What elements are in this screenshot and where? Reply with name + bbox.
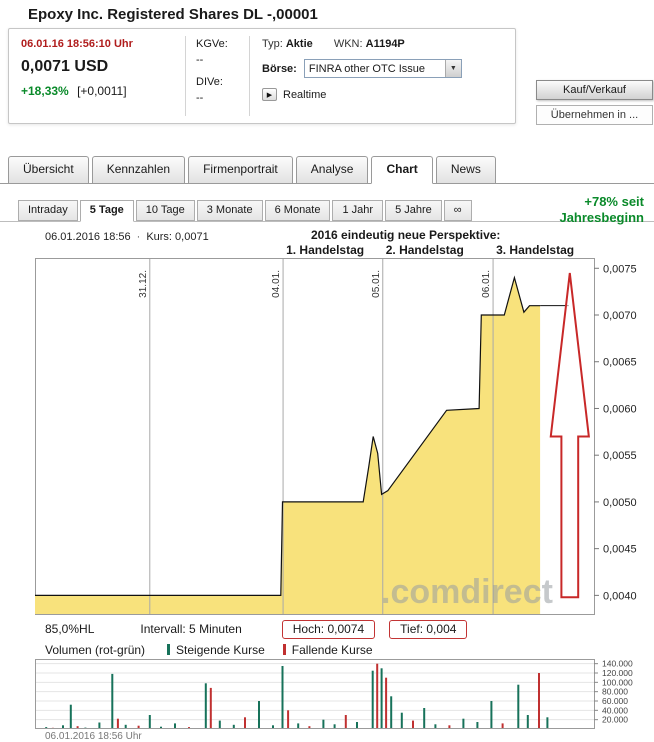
interval-label: Intervall: 5 Minuten <box>140 622 241 636</box>
annotation-headline: 2016 eindeutig neue Perspektive: <box>311 228 500 242</box>
quote-details-column: Typ: Aktie WKN: A1194P Börse: FINRA othe… <box>249 36 515 116</box>
range-tab-5-tage[interactable]: 5 Tage <box>80 200 134 222</box>
chart-cursor-datetime: 06.01.2016 18:56 <box>45 231 131 243</box>
volume-chart-svg: 20.00040.00060.00080.000100.000120.00014… <box>35 659 653 729</box>
svg-text:0,0045: 0,0045 <box>603 544 637 556</box>
dive-label: DIVe: <box>196 76 243 88</box>
svg-text:0,0075: 0,0075 <box>603 263 637 275</box>
chart-cursor-kurs: Kurs: 0,0071 <box>146 231 208 243</box>
typ-wkn-row: Typ: Aktie WKN: A1194P <box>262 38 509 50</box>
quote-box: 06.01.16 18:56:10 Uhr 0,0071 USD +18,33%… <box>8 28 516 124</box>
handelstag-label-3: 3. Handelstag <box>496 243 574 257</box>
kgve-label: KGVe: <box>196 38 243 50</box>
range-tab-3-monate[interactable]: 3 Monate <box>197 200 263 221</box>
range-tab-5-jahre[interactable]: 5 Jahre <box>385 200 442 221</box>
svg-text:60.000: 60.000 <box>602 696 628 706</box>
svg-text:120.000: 120.000 <box>602 668 633 678</box>
svg-text:40.000: 40.000 <box>602 705 628 715</box>
rising-volume-icon <box>167 644 170 655</box>
tab-chart[interactable]: Chart <box>371 156 432 184</box>
uebernehmen-button[interactable]: Übernehmen in ... <box>536 105 653 125</box>
dive-value: -- <box>196 92 243 104</box>
svg-text:0,0060: 0,0060 <box>603 403 637 415</box>
handelstag-row: 1. Handelstag 2. Handelstag 3. Handelsta… <box>8 243 652 258</box>
page-title: Epoxy Inc. Registered Shares DL -,00001 <box>0 0 654 24</box>
quote-header: 06.01.16 18:56:10 Uhr 0,0071 USD +18,33%… <box>0 24 654 126</box>
tab-firmenportrait[interactable]: Firmenportrait <box>188 156 293 183</box>
range-tab-1-jahr[interactable]: 1 Jahr <box>332 200 383 221</box>
chart-cursor-info: 06.01.2016 18:56·Kurs: 0,0071 <box>45 231 209 243</box>
price-chart: 31.12. 04.01. 05.01. 06.01. .comdirect 0,0040… <box>35 258 653 615</box>
chart-annotation-row: 06.01.2016 18:56·Kurs: 0,0071 2016 einde… <box>8 228 652 243</box>
wkn-label: WKN: <box>334 38 363 50</box>
tief-badge: Tief: 0,004 <box>389 620 467 639</box>
tab-kennzahlen[interactable]: Kennzahlen <box>92 156 185 183</box>
boerse-label: Börse: <box>262 63 297 75</box>
svg-text:80.000: 80.000 <box>602 687 628 697</box>
svg-text:0,0055: 0,0055 <box>603 450 637 462</box>
kauf-verkauf-button[interactable]: Kauf/Verkauf <box>536 80 653 100</box>
ytd-line1: +78% seit <box>559 194 644 210</box>
volume-legend: Volumen (rot-grün) Steigende Kurse Falle… <box>45 643 652 656</box>
chart-stats-bar: 85,0%HL Intervall: 5 Minuten Hoch: 0,007… <box>45 619 652 639</box>
rising-volume-label: Steigende Kurse <box>176 643 265 657</box>
range-tab-intraday[interactable]: Intraday <box>18 200 78 221</box>
svg-text:05.01.: 05.01. <box>371 270 382 298</box>
quote-ratios-column: KGVe: -- DIVe: -- <box>185 36 249 116</box>
svg-text:0,0070: 0,0070 <box>603 310 637 322</box>
realtime-label: Realtime <box>283 89 326 101</box>
svg-text:31.12.: 31.12. <box>138 270 149 298</box>
hl-percent: 85,0%HL <box>45 622 94 636</box>
kgve-value: -- <box>196 54 243 66</box>
quote-price: 0,0071 USD <box>21 58 177 76</box>
svg-text:0,0065: 0,0065 <box>603 357 637 369</box>
svg-text:04.01.: 04.01. <box>271 270 282 298</box>
chart-panel: 06.01.2016 18:56·Kurs: 0,0071 2016 einde… <box>8 228 652 742</box>
quote-change-percent: +18,33% <box>21 84 69 98</box>
svg-text:0,0050: 0,0050 <box>603 497 637 509</box>
typ-label: Typ: <box>262 38 283 50</box>
falling-volume-label: Fallende Kurse <box>292 643 373 657</box>
hoch-badge: Hoch: 0,0074 <box>282 620 375 639</box>
handelstag-label-2: 2. Handelstag <box>386 243 464 257</box>
quote-timestamp: 06.01.16 18:56:10 Uhr <box>21 38 177 50</box>
svg-text:0,0040: 0,0040 <box>603 590 637 602</box>
svg-text:06.01.: 06.01. <box>481 270 492 298</box>
range-tab-10-tage[interactable]: 10 Tage <box>136 200 195 221</box>
ytd-performance-note: +78% seit Jahresbeginn <box>559 194 644 226</box>
realtime-toggle[interactable]: ▶ Realtime <box>262 88 509 101</box>
play-icon: ▶ <box>262 88 277 101</box>
typ-value: Aktie <box>286 38 313 50</box>
quote-change: +18,33% [+0,0011] <box>21 84 177 98</box>
quote-change-absolute: [+0,0011] <box>77 84 127 98</box>
range-tab-6-monate[interactable]: 6 Monate <box>265 200 331 221</box>
range-tab-unlimited[interactable]: ∞ <box>444 200 472 221</box>
handelstag-label-1: 1. Handelstag <box>286 243 364 257</box>
quote-price-column: 06.01.16 18:56:10 Uhr 0,0071 USD +18,33%… <box>9 36 185 116</box>
ytd-line2: Jahresbeginn <box>559 210 644 226</box>
svg-text:100.000: 100.000 <box>602 677 633 687</box>
volume-legend-title: Volumen (rot-grün) <box>45 643 145 657</box>
svg-text:140.000: 140.000 <box>602 659 633 669</box>
main-tabs: Übersicht Kennzahlen Firmenportrait Anal… <box>8 156 654 183</box>
tab-analyse[interactable]: Analyse <box>296 156 369 183</box>
tab-news[interactable]: News <box>436 156 496 183</box>
wkn-value: A1194P <box>366 38 405 50</box>
volume-axis-timestamp: 06.01.2016 18:56 Uhr <box>45 731 652 742</box>
falling-volume-icon <box>283 644 286 655</box>
svg-text:20.000: 20.000 <box>602 715 628 725</box>
tab-uebersicht[interactable]: Übersicht <box>8 156 89 183</box>
boerse-select[interactable]: FINRA other OTC Issue ▼ <box>304 59 462 78</box>
chevron-down-icon[interactable]: ▼ <box>445 60 461 77</box>
price-chart-svg: 31.12. 04.01. 05.01. 06.01. .comdirect 0,0040… <box>35 258 653 615</box>
tabs-divider <box>0 183 654 184</box>
boerse-selected-value: FINRA other OTC Issue <box>305 63 445 75</box>
boerse-row: Börse: FINRA other OTC Issue ▼ <box>262 59 509 78</box>
svg-text:.comdirect: .comdirect <box>381 573 553 611</box>
chart-range-bar: +78% seit Jahresbeginn Intraday 5 Tage 1… <box>0 200 654 222</box>
